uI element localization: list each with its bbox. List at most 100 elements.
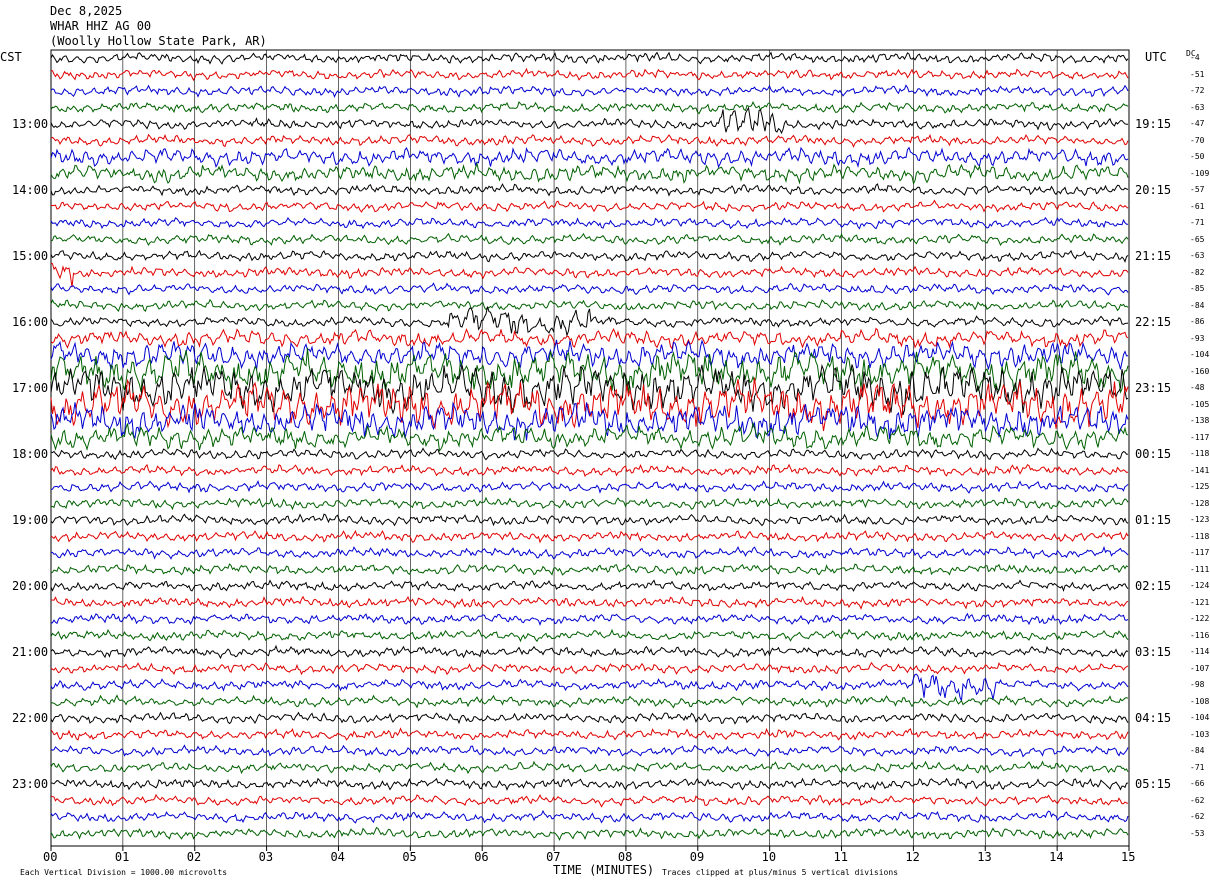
trace-13 [50,262,1129,288]
dc-offset-label: -63 [1190,251,1205,260]
x-tick-label: 02 [186,850,202,864]
dc-offset-label: -86 [1190,317,1205,326]
left-hour-label: 19:00 [12,513,49,527]
dc-offset-label: -70 [1190,135,1205,145]
dc-offset-label: -114 [1190,647,1210,656]
right-hour-label: 00:15 [1135,447,1172,461]
trace-41 [50,727,1129,741]
trace-40 [50,711,1129,725]
dc-offset-label: -109 [1190,168,1210,178]
dc-offset-label: -117 [1190,548,1210,557]
left-hour-label: 22:00 [12,711,49,725]
dc-offset-label: -107 [1190,663,1210,673]
trace-8 [50,183,1129,197]
dc-offset-label: -138 [1190,416,1210,425]
x-tick-label: 06 [474,850,489,864]
station-code: WHAR HHZ AG 00 [50,19,152,33]
trace-35 [50,628,1129,643]
dc-offset-label: -62 [1190,795,1205,805]
trace-26 [50,480,1129,494]
dc-offset-label: -65 [1190,234,1205,244]
trace-44 [51,777,1129,791]
left-hour-label: 14:00 [12,183,49,197]
trace-17 [50,327,1129,350]
dc-offset-label: -118 [1190,531,1210,541]
right-hour-label: 02:15 [1135,579,1172,593]
dc-offset-label: -128 [1190,498,1210,508]
trace-5 [50,133,1129,148]
left-hour-label: 20:00 [12,579,49,593]
trace-36 [50,644,1129,660]
dc-offset-label: -124 [1190,581,1210,590]
dc-offset-label: -4 [1190,53,1200,62]
x-tick-label: 11 [833,850,848,864]
dc-offset-label: -93 [1190,333,1205,343]
dc-offset-label: -118 [1190,449,1210,458]
dc-offset-label: -66 [1190,779,1205,788]
dc-offset-label: -63 [1190,102,1205,112]
dc-offset-label: -71 [1190,762,1205,772]
trace-7 [50,161,1129,185]
dc-offset-label: -84 [1190,746,1205,755]
trace-25 [50,463,1129,477]
x-axis-title: TIME (MINUTES) [553,863,655,877]
dc-offset-label: -47 [1190,119,1205,128]
dc-offset-label: -48 [1190,383,1205,392]
dc-offset-label: -85 [1190,284,1205,293]
dc-label: DC [1186,49,1196,58]
trace-27 [50,496,1129,511]
dc-offset-label: -82 [1190,267,1205,277]
dc-offset-label: -121 [1190,597,1210,607]
trace-37 [50,661,1129,676]
dc-offset-label: -111 [1190,564,1210,574]
trace-3 [50,101,1129,115]
dc-offset-label: -125 [1190,482,1210,491]
x-tick-label: 03 [258,850,274,864]
x-tick-label: 13 [977,850,992,864]
trace-43 [50,760,1129,775]
right-hour-label: 20:15 [1135,183,1172,197]
x-tick-label: 08 [617,850,633,864]
right-timezone: UTC [1145,50,1167,64]
trace-1 [51,67,1129,82]
trace-6 [50,146,1129,169]
trace-12 [50,249,1129,263]
right-hour-label: 22:15 [1135,315,1172,329]
dc-offset-label: -104 [1190,713,1210,722]
dc-offset-label: -103 [1190,729,1210,739]
dc-offset-label: -98 [1190,680,1205,689]
plot-date: Dec 8,2025 [50,4,123,18]
x-tick-label: 10 [761,850,777,864]
trace-38 [50,673,1129,701]
trace-47 [50,826,1129,842]
trace-22 [50,401,1129,441]
dc-offset-label: -123 [1190,515,1210,524]
left-hour-label: 23:00 [12,777,49,791]
x-tick-label: 14 [1049,850,1064,864]
scale-note: Each Vertical Division = 1000.00 microvo… [20,868,228,877]
trace-19 [50,347,1129,394]
dc-offset-label: -104 [1190,350,1210,359]
dc-offset-label: -116 [1190,630,1210,640]
trace-2 [50,84,1129,99]
trace-30 [51,545,1129,560]
trace-16 [50,306,1129,338]
right-hour-label: 03:15 [1135,645,1172,659]
trace-24 [50,447,1129,461]
dc-offset-label: -84 [1190,300,1205,310]
trace-42 [50,744,1129,758]
trace-28 [50,513,1129,527]
x-tick-label: 01 [114,850,130,864]
trace-14 [50,282,1129,296]
x-tick-label: 07 [546,850,561,864]
station-location: (Woolly Hollow State Park, AR) [50,34,267,48]
plot-frame [50,49,1130,847]
trace-46 [50,809,1129,824]
x-tick-label: 15 [1121,850,1136,864]
left-hour-label: 18:00 [12,447,49,461]
trace-21 [50,377,1129,432]
x-tick-label: 09 [689,850,705,864]
right-hour-label: 21:15 [1135,249,1172,263]
trace-11 [50,232,1129,247]
